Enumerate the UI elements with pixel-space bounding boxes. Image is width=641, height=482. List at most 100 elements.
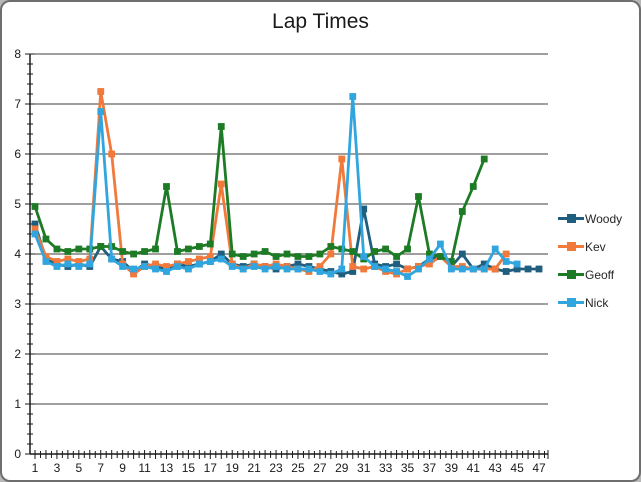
data-point-geoff — [426, 250, 433, 258]
data-point-geoff — [130, 250, 138, 258]
data-point-geoff — [393, 253, 400, 260]
data-point-nick — [458, 265, 466, 273]
data-point-geoff — [261, 248, 269, 255]
data-point-geoff — [184, 245, 192, 253]
chart-title: Lap Times — [272, 10, 369, 33]
data-point-kev — [195, 255, 203, 263]
data-point-kev — [404, 265, 411, 273]
data-point-nick — [195, 260, 203, 268]
data-point-geoff — [294, 253, 302, 260]
data-point-geoff — [272, 253, 280, 260]
x-tick-label: 29 — [335, 461, 349, 475]
data-point-kev — [163, 263, 170, 270]
x-tick-label: 11 — [138, 461, 151, 475]
x-tick-label: 19 — [226, 461, 240, 475]
data-point-kev — [108, 150, 116, 158]
data-point-woody — [458, 250, 466, 258]
data-point-woody — [31, 220, 39, 228]
data-point-geoff — [141, 248, 148, 255]
data-point-nick — [283, 265, 291, 273]
data-point-nick — [86, 260, 94, 268]
data-point-nick — [250, 263, 258, 270]
data-point-geoff — [469, 183, 477, 190]
data-point-kev — [491, 265, 499, 273]
data-point-geoff — [239, 253, 247, 260]
data-point-geoff — [404, 245, 411, 253]
legend-label: Woody — [585, 211, 623, 226]
legend-label: Nick — [585, 295, 609, 310]
data-point-woody — [360, 205, 368, 213]
data-point-nick — [141, 263, 148, 270]
legend-label: Kev — [585, 239, 606, 254]
data-point-geoff — [97, 243, 105, 250]
data-point-nick — [174, 263, 181, 270]
data-point-kev — [426, 260, 433, 268]
x-tick-label: 7 — [97, 461, 104, 475]
data-point-woody — [217, 250, 225, 258]
data-point-geoff — [206, 240, 214, 248]
data-point-nick — [64, 260, 72, 268]
data-point-nick — [382, 265, 390, 273]
legend-marker-kev — [558, 238, 584, 255]
y-tick-label: 4 — [14, 247, 21, 261]
data-point-geoff — [42, 235, 50, 243]
data-point-geoff — [64, 248, 72, 255]
data-point-kev — [31, 225, 39, 233]
legend-marker-geoff — [558, 266, 584, 283]
data-point-kev — [53, 258, 61, 265]
data-point-woody — [294, 260, 302, 268]
x-tick-label: 31 — [357, 461, 371, 475]
data-point-woody — [480, 260, 488, 268]
data-point-geoff — [152, 245, 159, 253]
data-point-nick — [305, 265, 313, 273]
x-tick-label: 43 — [489, 461, 503, 475]
data-point-nick — [108, 255, 116, 263]
data-point-nick — [437, 240, 444, 248]
x-tick-label: 27 — [313, 461, 327, 475]
x-tick-label: 45 — [510, 461, 524, 475]
data-point-nick — [294, 265, 302, 273]
data-point-nick — [393, 268, 400, 275]
data-point-kev — [349, 263, 357, 270]
data-point-nick — [184, 265, 192, 273]
data-point-nick — [239, 265, 247, 273]
data-point-geoff — [217, 123, 225, 130]
x-tick-label: 25 — [291, 461, 305, 475]
x-tick-label: 21 — [247, 461, 261, 475]
data-point-nick — [75, 263, 83, 270]
y-tick-label: 7 — [14, 97, 21, 111]
data-point-nick — [31, 230, 39, 238]
data-point-kev — [152, 260, 159, 268]
chart-legend: Woody Kev Geoff Nick — [558, 210, 622, 311]
data-point-woody — [535, 265, 543, 273]
data-point-nick — [97, 108, 105, 115]
y-tick-label: 5 — [14, 197, 21, 211]
y-tick-label: 0 — [14, 447, 21, 461]
data-point-nick — [272, 263, 280, 270]
data-point-kev — [64, 255, 72, 263]
data-point-nick — [480, 265, 488, 273]
y-tick-label: 3 — [14, 297, 21, 311]
data-point-geoff — [75, 245, 83, 253]
data-point-kev — [184, 258, 192, 265]
data-point-nick — [371, 263, 379, 270]
data-point-geoff — [437, 253, 444, 260]
data-point-geoff — [228, 250, 236, 258]
data-point-nick — [316, 268, 324, 275]
data-point-geoff — [327, 243, 335, 250]
x-tick-label: 35 — [401, 461, 415, 475]
data-point-nick — [42, 258, 50, 265]
data-point-nick — [415, 265, 422, 273]
data-point-nick — [327, 270, 335, 278]
data-point-nick — [469, 265, 477, 273]
data-point-nick — [349, 93, 357, 100]
data-point-woody — [524, 265, 532, 273]
data-point-geoff — [305, 253, 313, 260]
data-point-kev — [360, 265, 368, 273]
x-tick-label: 9 — [119, 461, 126, 475]
x-tick-label: 17 — [204, 461, 218, 475]
data-point-nick — [404, 273, 411, 280]
x-tick-label: 39 — [445, 461, 459, 475]
